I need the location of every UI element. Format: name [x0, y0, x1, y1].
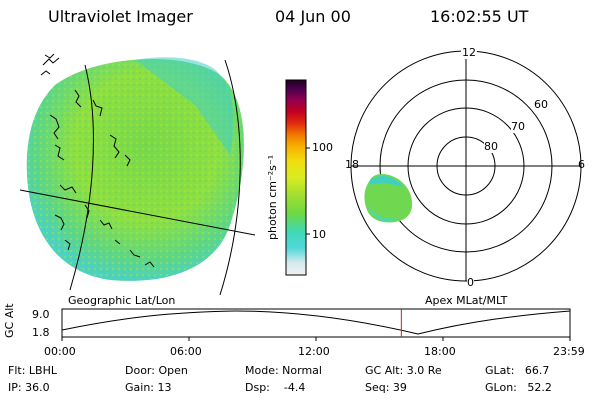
filter-value: Flt: LBHL: [8, 364, 57, 377]
gain-value: Gain: 13: [125, 381, 172, 394]
timeline-ytick-bottom: 1.8: [32, 326, 50, 339]
door-value: Door: Open: [125, 364, 188, 377]
colorbar-unit-label: photon cm⁻²s⁻¹: [266, 154, 279, 240]
auroral-oval-patch: [364, 173, 413, 223]
dsp-value: Dsp: -4.4: [245, 381, 306, 394]
gc-alt-value: GC Alt: 3.0 Re: [365, 364, 442, 377]
timeline-xtick: 00:00: [44, 345, 76, 358]
polar-plot-label: Apex MLat/MLT: [425, 294, 508, 307]
lat-label-60: 60: [534, 98, 548, 111]
colorbar: [285, 79, 310, 276]
timeline-ylabel: GC Alt: [3, 303, 16, 338]
earth-image-label: Geographic Lat/Lon: [68, 294, 176, 307]
mlt-label-6: 6: [578, 158, 585, 171]
orbit-timeline: [61, 308, 571, 341]
mlt-label-12: 12: [461, 46, 477, 59]
time-label: 16:02:55 UT: [430, 7, 529, 26]
glon-value: GLon: 52.2: [485, 381, 552, 394]
colorbar-scale: [285, 79, 307, 276]
polar-plot: [350, 50, 582, 282]
meridian-line: [219, 59, 241, 296]
colorbar-tick-10: 10: [312, 228, 326, 241]
timeline-xtick: 18:00: [424, 345, 456, 358]
mlt-label-0: 0: [467, 276, 474, 289]
seq-value: Seq: 39: [365, 381, 407, 394]
timeline-xtick: 23:59: [553, 345, 585, 358]
timeline-frame: [61, 308, 571, 338]
date-label: 04 Jun 00: [275, 7, 351, 26]
lat-label-70: 70: [511, 120, 525, 133]
meridian-line: [69, 64, 94, 291]
latitude-line: [19, 189, 256, 236]
coastlines: [40, 53, 155, 268]
altitude-curve: [61, 310, 571, 335]
ip-value: IP: 36.0: [8, 381, 50, 394]
timeline-xtick: 06:00: [170, 345, 202, 358]
earth-image: [19, 53, 256, 296]
timeline-ytick-top: 9.0: [32, 308, 50, 321]
instrument-title: Ultraviolet Imager: [48, 7, 193, 26]
colorbar-tick-100: 100: [312, 141, 333, 154]
lat-label-80: 80: [484, 140, 498, 153]
mlt-label-18: 18: [345, 158, 359, 171]
glat-value: GLat: 66.7: [485, 364, 550, 377]
mode-value: Mode: Normal: [245, 364, 322, 377]
timeline-xtick: 12:00: [298, 345, 330, 358]
